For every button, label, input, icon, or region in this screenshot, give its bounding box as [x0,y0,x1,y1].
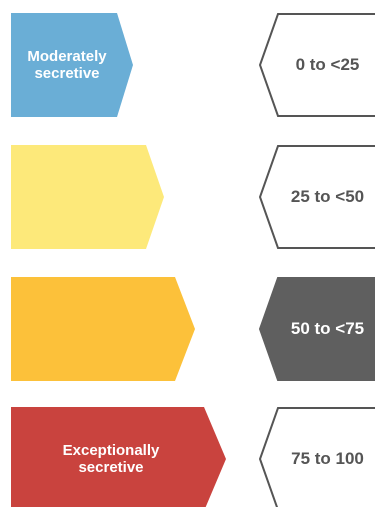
range-box-shape [258,277,375,381]
level-arrow-shape [11,13,133,117]
range-box-label: 75 to 100 [291,449,364,468]
level-arrow-exceptionally-secretive: Exceptionally secretive [11,407,226,507]
level-arrow-moderately-secretive: Moderately secretive [11,13,133,117]
range-box-shape [258,13,375,117]
range-box-label: 50 to <75 [290,319,365,338]
range-box-0-25: 0 to <25 [258,13,375,117]
range-box-shape [258,407,375,507]
range-box-50-75: 50 to <75 [258,277,375,381]
level-arrow-3 [11,277,195,381]
level-arrow-shape [11,277,195,381]
level-arrow-label [11,145,151,249]
level-arrow-label: Moderately secretive [27,48,107,82]
level-arrow-shape [11,407,226,507]
range-box-shape [258,145,375,249]
range-box-label: 25 to <50 [290,187,365,206]
level-arrow-2 [11,145,164,249]
level-arrow-label: Exceptionally secretive [62,442,160,476]
range-box-75-100: 75 to 100 [258,407,375,507]
range-box-label: 0 to <25 [295,55,360,74]
level-arrow-shape [11,145,164,249]
level-arrow-label [11,277,181,381]
range-box-25-50: 25 to <50 [258,145,375,249]
